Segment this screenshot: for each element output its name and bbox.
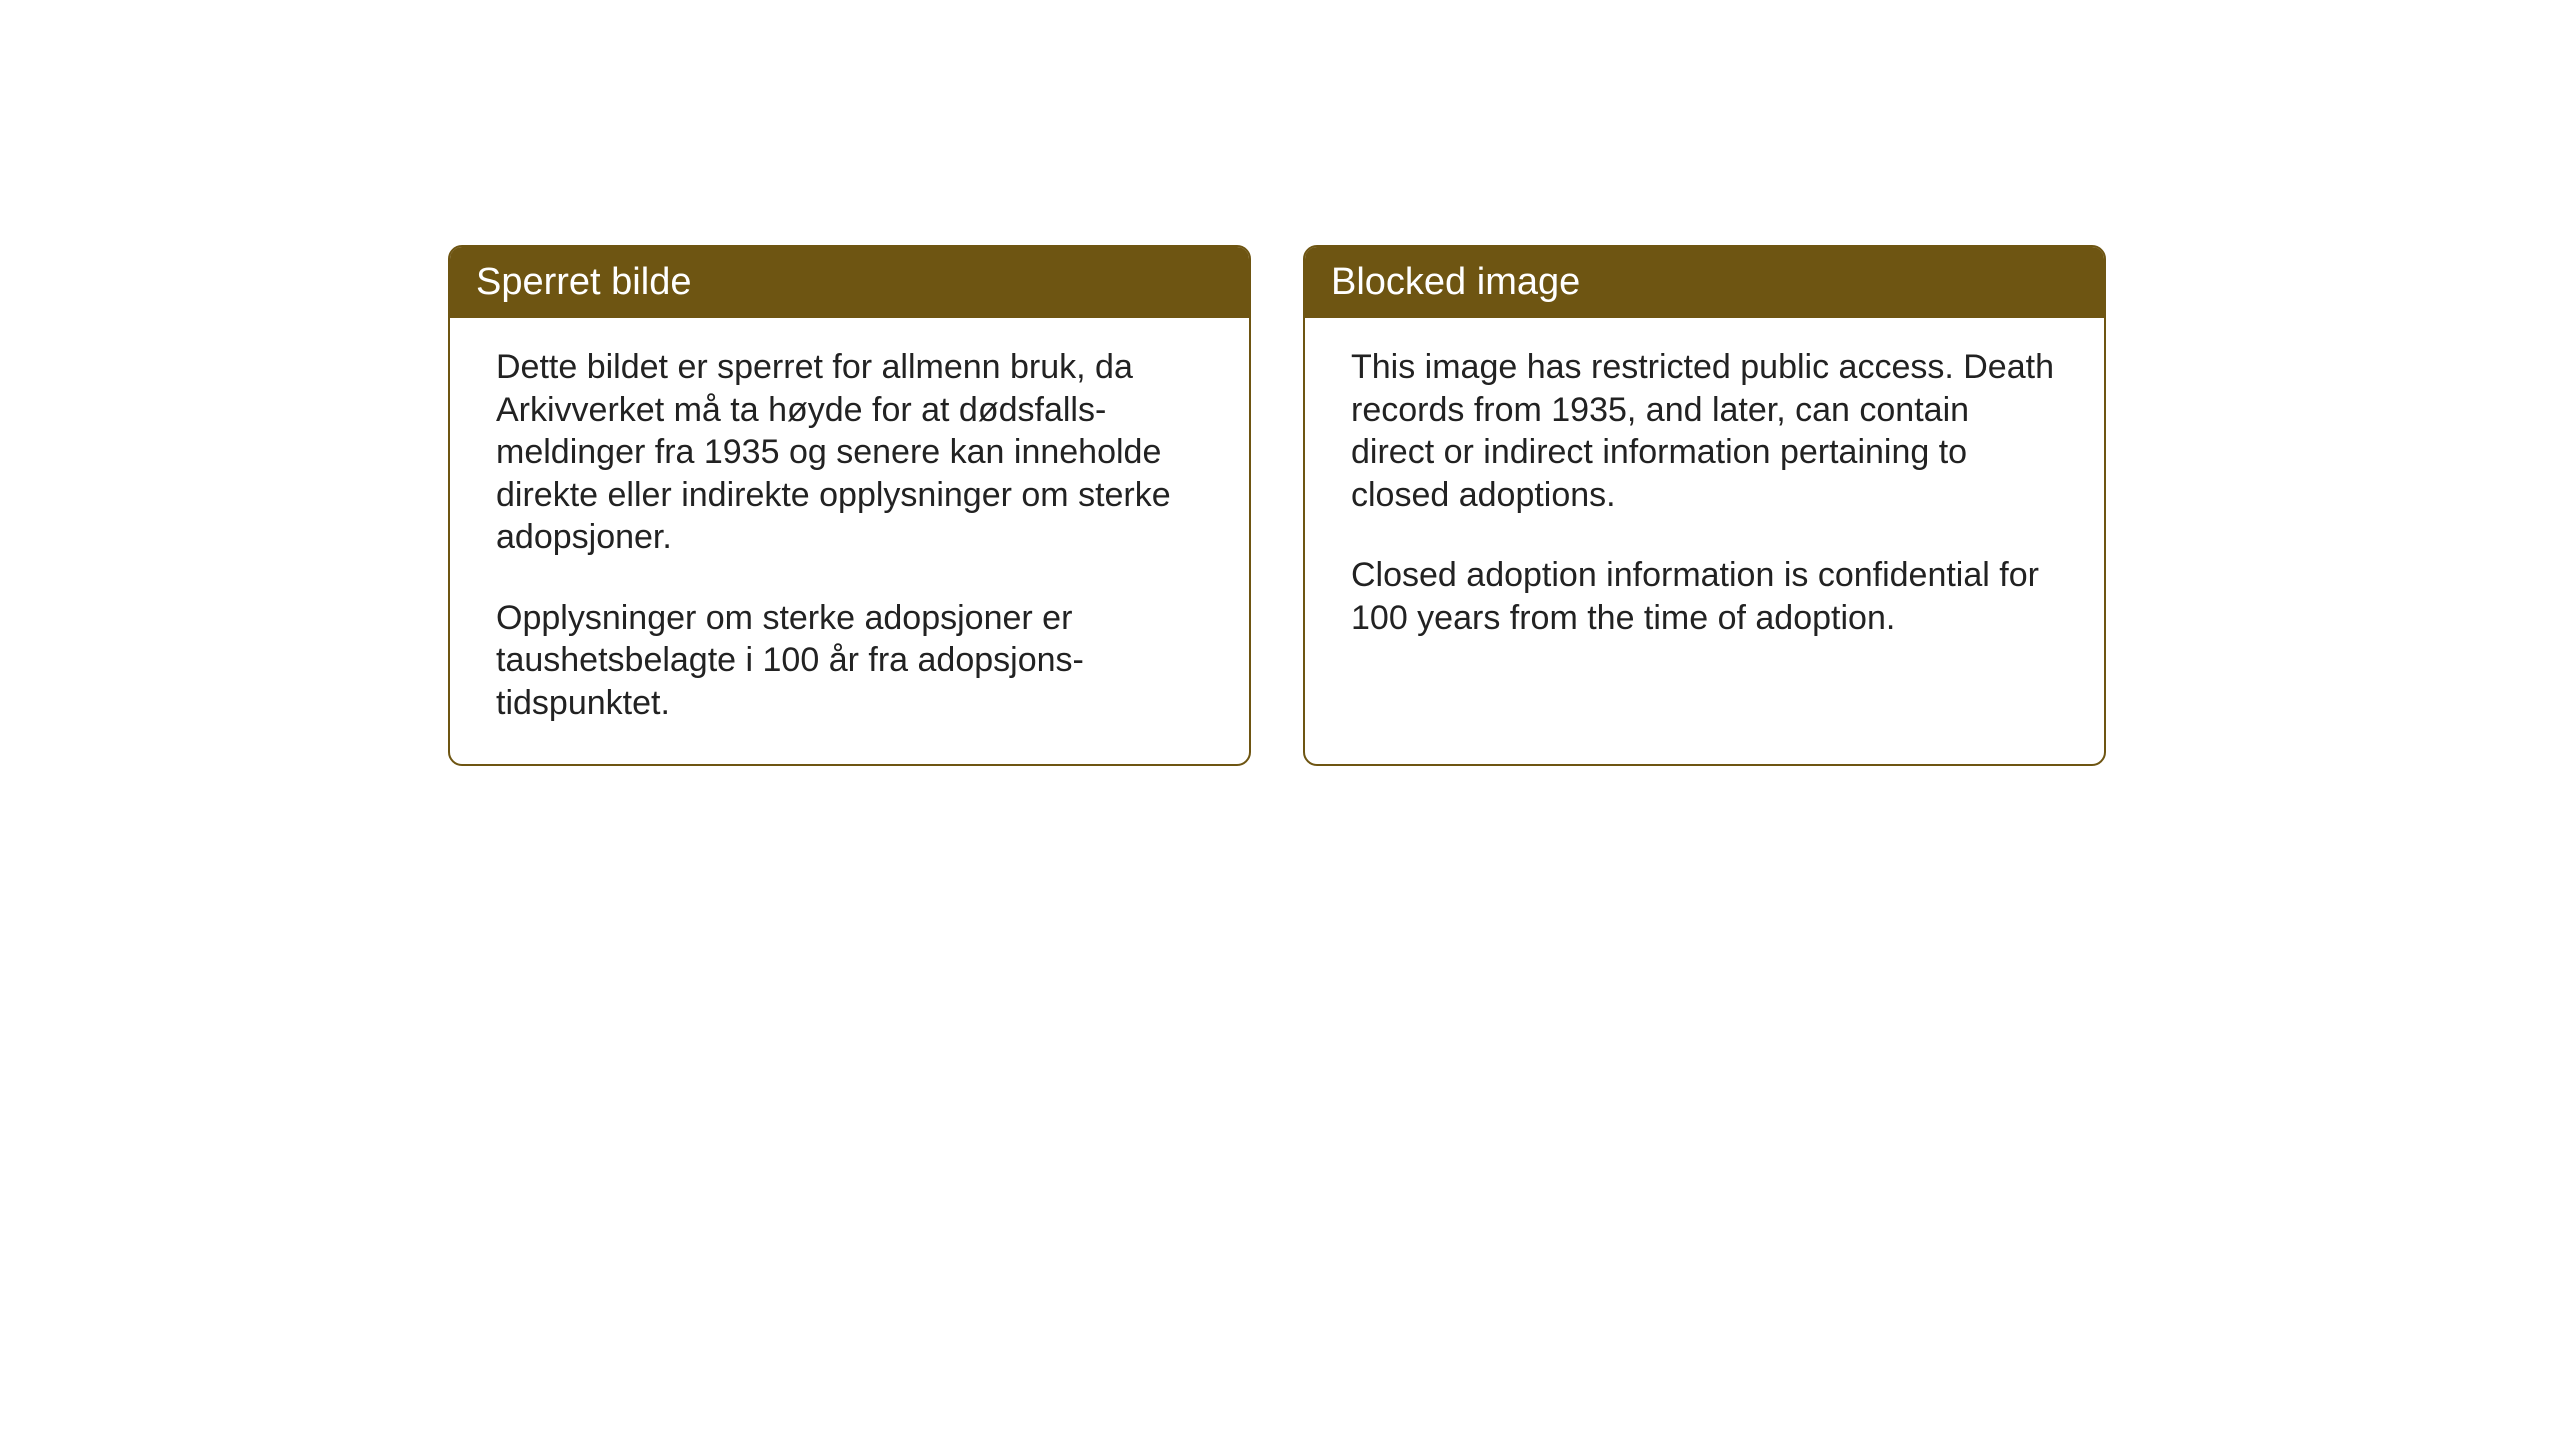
card-paragraph-english-2: Closed adoption information is confident… xyxy=(1351,554,2058,639)
notice-card-norwegian: Sperret bilde Dette bildet er sperret fo… xyxy=(448,245,1251,766)
card-title-english: Blocked image xyxy=(1331,261,1580,303)
notice-card-english: Blocked image This image has restricted … xyxy=(1303,245,2106,766)
card-header-english: Blocked image xyxy=(1305,247,2104,318)
card-title-norwegian: Sperret bilde xyxy=(476,261,691,303)
card-body-norwegian: Dette bildet er sperret for allmenn bruk… xyxy=(450,318,1249,764)
card-paragraph-norwegian-2: Opplysninger om sterke adopsjoner er tau… xyxy=(496,597,1203,725)
card-paragraph-english-1: This image has restricted public access.… xyxy=(1351,346,2058,516)
card-header-norwegian: Sperret bilde xyxy=(450,247,1249,318)
card-paragraph-norwegian-1: Dette bildet er sperret for allmenn bruk… xyxy=(496,346,1203,559)
card-body-english: This image has restricted public access.… xyxy=(1305,318,2104,758)
notice-cards-container: Sperret bilde Dette bildet er sperret fo… xyxy=(448,245,2106,766)
